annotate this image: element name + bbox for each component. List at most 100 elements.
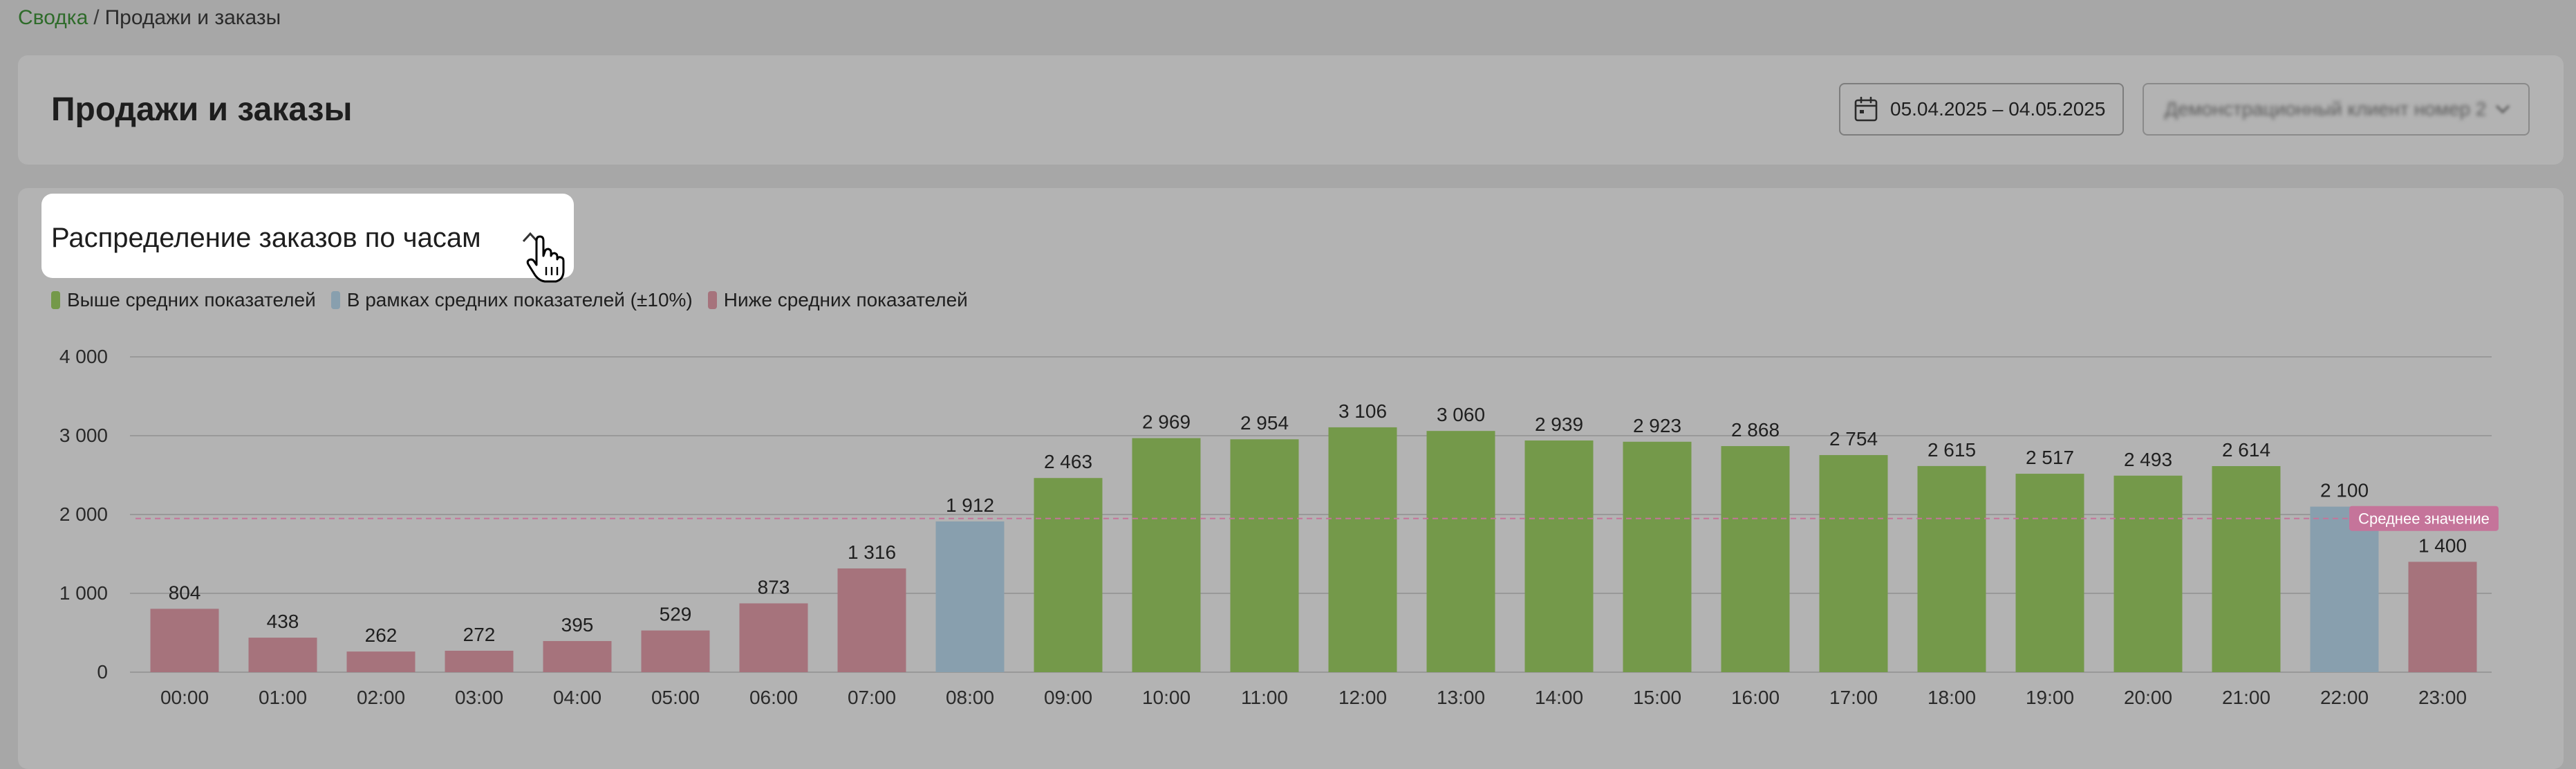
bar-value-label: 1 400: [2418, 535, 2467, 556]
bar-11:00[interactable]: [1230, 439, 1299, 672]
chevron-up-icon[interactable]: [521, 231, 539, 243]
legend-label-above: Выше средних показателей: [67, 289, 316, 311]
legend-label-below: Ниже средних показателей: [723, 289, 968, 311]
bar-value-label: 262: [365, 624, 398, 646]
x-tick-label: 12:00: [1338, 687, 1387, 708]
client-select-value: Демонстрационный клиент номер 2: [2165, 98, 2487, 120]
bar-20:00[interactable]: [2113, 475, 2183, 672]
x-tick-label: 19:00: [2026, 687, 2074, 708]
x-tick-label: 02:00: [357, 687, 405, 708]
x-tick-label: 22:00: [2320, 687, 2369, 708]
bar-value-label: 1 912: [946, 494, 994, 516]
x-tick-label: 11:00: [1241, 687, 1288, 708]
legend-item-above-average[interactable]: Выше средних показателей: [51, 289, 316, 311]
bar-19:00[interactable]: [2015, 474, 2084, 672]
orders-by-hour-chart: 0 1 000 2 000 3 000 4 000 804 00:00 438 01:00 262…: [59, 346, 2499, 708]
breadcrumb-separator: /: [93, 6, 100, 29]
bar-value-label: 1 316: [848, 541, 896, 563]
breadcrumb: Сводка / Продажи и заказы: [18, 6, 281, 30]
x-tick-label: 04:00: [553, 687, 601, 708]
bar-00:00[interactable]: [150, 609, 219, 672]
x-tick-label: 09:00: [1044, 687, 1092, 708]
x-tick-label: 10:00: [1142, 687, 1191, 708]
x-tick-label: 01:00: [259, 687, 307, 708]
legend-swatch-within: [330, 291, 340, 309]
x-tick-label: 18:00: [1928, 687, 1976, 708]
bar-value-label: 2 463: [1044, 451, 1092, 472]
bar-15:00[interactable]: [1623, 441, 1692, 672]
bar-value-label: 2 100: [2320, 480, 2369, 501]
average-badge-label: Среднее значение: [2358, 510, 2490, 528]
bar-17:00[interactable]: [1819, 455, 1888, 672]
bar-value-label: 2 969: [1142, 411, 1191, 433]
x-tick-label: 13:00: [1437, 687, 1485, 708]
hand-cursor-icon: [526, 235, 565, 283]
x-tick-label: 00:00: [160, 687, 209, 708]
breadcrumb-link-summary[interactable]: Сводка: [18, 6, 88, 29]
x-tick-label: 16:00: [1731, 687, 1780, 708]
panel-title[interactable]: Распределение заказов по часам: [51, 223, 481, 253]
bar-03:00[interactable]: [445, 650, 514, 672]
x-tick-label: 20:00: [2124, 687, 2172, 708]
x-tick-label: 05:00: [651, 687, 700, 708]
bar-05:00[interactable]: [641, 630, 710, 672]
bar-10:00[interactable]: [1132, 438, 1201, 672]
legend-item-within-average[interactable]: В рамках средних показателей (±10%): [330, 289, 693, 311]
bar-value-label: 2 923: [1633, 415, 1681, 436]
legend-label-within: В рамках средних показателей (±10%): [346, 289, 693, 311]
bar-value-label: 3 106: [1338, 400, 1387, 422]
bar-value-label: 2 493: [2124, 449, 2172, 470]
chart-legend: Выше средних показателей В рамках средни…: [51, 289, 983, 311]
bar-23:00[interactable]: [2408, 562, 2477, 672]
x-tick-label: 06:00: [749, 687, 798, 708]
bar-value-label: 2 614: [2222, 439, 2270, 461]
y-tick-label: 4 000: [59, 346, 108, 367]
bar-value-label: 804: [169, 582, 201, 603]
bar-13:00[interactable]: [1426, 431, 1495, 672]
panel-title-highlight: [41, 194, 574, 278]
y-tick-label: 1 000: [59, 582, 108, 604]
date-range-picker[interactable]: 05.04.2025 – 04.05.2025: [1839, 83, 2124, 136]
bar-02:00[interactable]: [346, 651, 416, 672]
x-tick-label: 03:00: [455, 687, 503, 708]
bar-22:00[interactable]: [2310, 506, 2379, 672]
bar-06:00[interactable]: [739, 603, 808, 672]
bar-value-label: 2 517: [2026, 447, 2074, 468]
x-tick-label: 21:00: [2222, 687, 2270, 708]
x-tick-label: 23:00: [2418, 687, 2467, 708]
bar-16:00[interactable]: [1721, 446, 1790, 672]
x-tick-label: 08:00: [946, 687, 994, 708]
bar-08:00[interactable]: [935, 521, 1005, 672]
y-tick-label: 0: [97, 661, 108, 683]
legend-swatch-above: [51, 291, 60, 309]
bar-value-label: 395: [561, 614, 594, 636]
bar-value-label: 3 060: [1437, 404, 1485, 425]
bar-value-label: 2 868: [1731, 419, 1780, 441]
x-tick-label: 17:00: [1829, 687, 1878, 708]
bar-04:00[interactable]: [543, 640, 612, 672]
breadcrumb-current: Продажи и заказы: [104, 6, 281, 29]
bar-09:00[interactable]: [1034, 478, 1103, 672]
y-tick-label: 2 000: [59, 503, 108, 525]
bar-value-label: 2 754: [1829, 428, 1878, 450]
bar-value-label: 2 939: [1535, 414, 1583, 435]
page-title: Продажи и заказы: [51, 91, 353, 128]
bar-01:00[interactable]: [248, 638, 317, 672]
x-tick-label: 15:00: [1633, 687, 1681, 708]
x-tick-label: 07:00: [848, 687, 896, 708]
date-range-value: 05.04.2025 – 04.05.2025: [1890, 98, 2106, 120]
bar-12:00[interactable]: [1328, 427, 1397, 672]
legend-item-below-average[interactable]: Ниже средних показателей: [707, 289, 968, 311]
bar-value-label: 2 954: [1240, 412, 1289, 434]
bar-21:00[interactable]: [2212, 466, 2281, 672]
bar-18:00[interactable]: [1917, 465, 1986, 672]
bar-value-label: 438: [267, 611, 299, 632]
bar-value-label: 529: [660, 604, 692, 625]
client-select[interactable]: Демонстрационный клиент номер 2: [2143, 83, 2530, 136]
bar-value-label: 272: [463, 624, 496, 645]
bar-value-label: 2 615: [1928, 439, 1976, 461]
legend-swatch-below: [707, 291, 717, 309]
bar-07:00[interactable]: [837, 568, 906, 672]
bar-14:00[interactable]: [1524, 440, 1594, 672]
bar-value-label: 873: [758, 576, 790, 597]
